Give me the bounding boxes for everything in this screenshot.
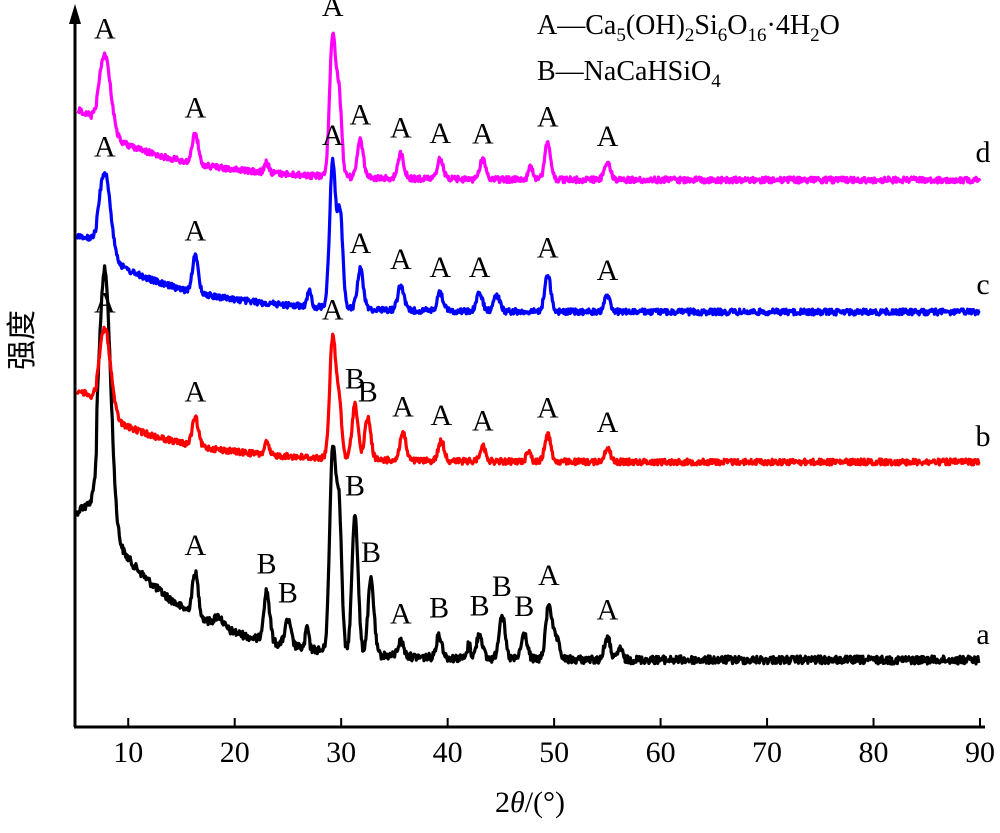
legend-entry-b: B—NaCaHSiO4 xyxy=(537,56,721,92)
peak-label: A xyxy=(430,399,452,432)
curve-labels-layer: a b c d xyxy=(976,136,991,651)
x-tick-label: 90 xyxy=(965,736,995,769)
x-axis-title-theta: θ xyxy=(510,786,525,819)
peak-label: B xyxy=(429,592,449,625)
x-tick-label: 60 xyxy=(646,736,676,769)
peak-label: B xyxy=(257,547,277,580)
legend: A—Ca5(OH)2Si6O16·4H2O B—NaCaHSiO4 xyxy=(537,10,840,92)
peak-label: A xyxy=(184,529,206,562)
peak-label: A xyxy=(597,254,619,287)
series-label-c: c xyxy=(976,268,989,301)
peak-label: B xyxy=(514,590,534,623)
x-tick-label: 80 xyxy=(859,736,889,769)
x-tick-label: 70 xyxy=(752,736,782,769)
peak-label: A xyxy=(184,214,206,247)
peak-label: A xyxy=(597,120,619,153)
x-tick-label: 40 xyxy=(433,736,463,769)
series-line-a xyxy=(75,264,981,666)
peak-label: B xyxy=(470,590,490,623)
peak-label: A xyxy=(322,119,344,152)
peak-label: B xyxy=(345,470,365,503)
peak-label: A xyxy=(429,251,451,284)
peak-label: B xyxy=(492,570,512,603)
x-tick-label: 10 xyxy=(113,736,143,769)
peak-label: A xyxy=(597,406,619,439)
legend-entry-a: A—Ca5(OH)2Si6O16·4H2O xyxy=(537,10,840,46)
y-axis-title: 强度 xyxy=(6,310,39,370)
peak-label: A xyxy=(469,251,491,284)
peak-label: A xyxy=(390,597,412,630)
series-label-b: b xyxy=(976,420,991,453)
peak-label: B xyxy=(361,536,381,569)
peak-label: A xyxy=(538,559,560,592)
y-axis-arrow xyxy=(69,4,81,24)
peak-label: A xyxy=(537,392,559,425)
peak-label: A xyxy=(349,227,371,260)
peak-label: A xyxy=(392,390,414,423)
x-ticks: 10 20 30 40 50 60 70 80 90 xyxy=(113,718,995,769)
peak-label: A xyxy=(94,13,116,46)
series-line-d xyxy=(76,31,982,185)
series-line-b xyxy=(75,325,981,467)
peak-label: B xyxy=(345,362,365,395)
peak-label: A xyxy=(322,293,344,326)
series-line-c xyxy=(75,156,981,317)
peak-label: A xyxy=(94,287,116,320)
peak-label: A xyxy=(184,376,206,409)
x-axis-title: 2θ/(°) xyxy=(495,786,565,819)
peak-label: A xyxy=(472,117,494,150)
peak-label: A xyxy=(390,243,412,276)
peak-label: A xyxy=(429,117,451,150)
peak-label: A xyxy=(349,99,371,132)
curves-layer xyxy=(75,31,982,666)
series-label-a: a xyxy=(976,618,989,651)
peak-label: A xyxy=(390,111,412,144)
series-label-d: d xyxy=(976,136,991,169)
peak-label: A xyxy=(322,0,344,23)
x-tick-label: 20 xyxy=(220,736,250,769)
peak-label: A xyxy=(184,92,206,125)
x-tick-label: 50 xyxy=(539,736,569,769)
peak-label: B xyxy=(278,577,298,610)
peak-label: A xyxy=(597,594,619,627)
x-tick-label: 30 xyxy=(326,736,356,769)
peak-label: A xyxy=(472,404,494,437)
peak-label: A xyxy=(537,101,559,134)
peak-label: A xyxy=(537,232,559,265)
peak-label: B xyxy=(358,376,378,409)
peak-label: A xyxy=(94,131,116,164)
